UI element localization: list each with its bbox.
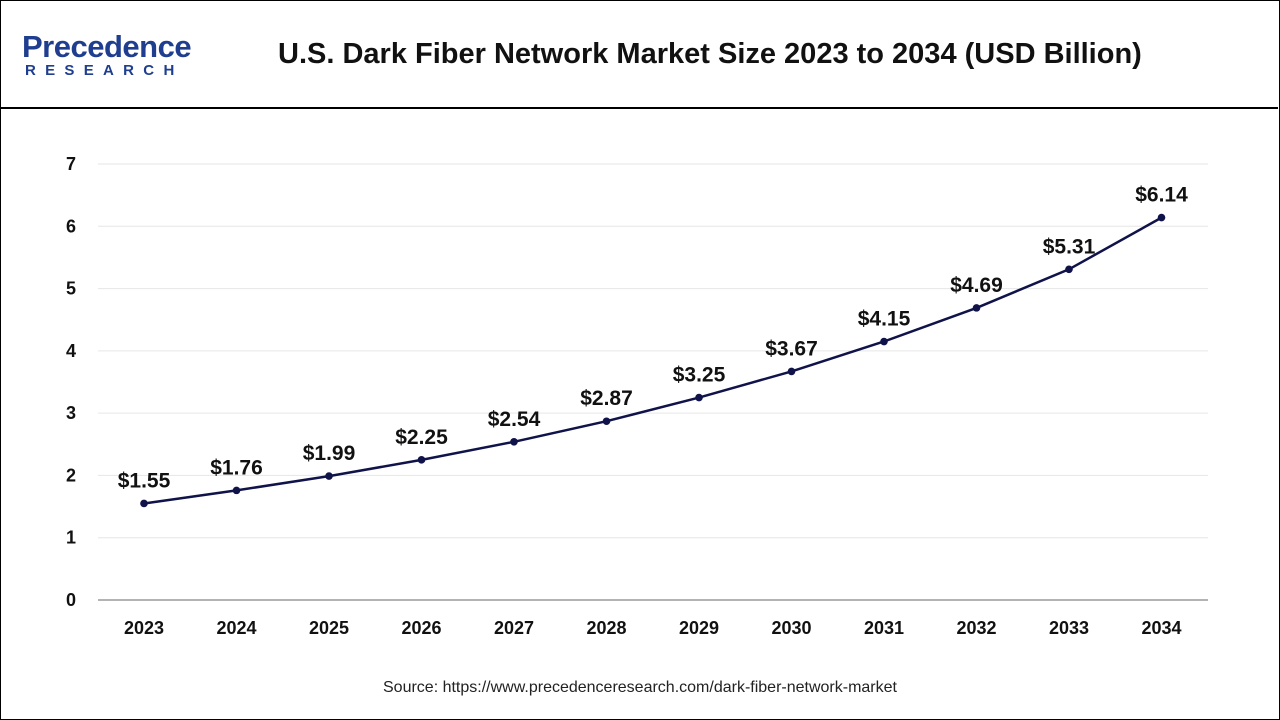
chart-title: U.S. Dark Fiber Network Market Size 2023… (278, 38, 1142, 70)
data-point (602, 417, 611, 426)
data-point (787, 367, 796, 376)
y-tick-label: 0 (66, 590, 76, 610)
x-tick-label: 2033 (1049, 618, 1089, 638)
data-label: $3.67 (765, 337, 818, 360)
data-label: $6.14 (1135, 184, 1188, 207)
data-point (417, 456, 426, 464)
data-label: $2.25 (395, 426, 448, 449)
x-tick-label: 2024 (216, 618, 256, 638)
line-chart: 0 1 2 3 4 5 6 7 2023 2024 2025 2026 2027 2028 2029 203… (66, 154, 1208, 638)
x-tick-label: 2034 (1141, 618, 1181, 638)
x-tick-label: 2023 (124, 618, 164, 638)
brand-logo: Precedence RESEARCH (22, 30, 222, 82)
y-tick-label: 6 (66, 216, 76, 236)
x-axis-ticks: 2023 2024 2025 2026 2027 2028 2029 2030 2031 2032… (124, 618, 1182, 638)
data-point (695, 393, 703, 402)
y-tick-label: 4 (66, 341, 76, 361)
data-label: $4.15 (858, 308, 911, 331)
source-note: Source: https://www.precedenceresearch.c… (383, 679, 897, 696)
data-label: $1.99 (303, 442, 356, 465)
data-label: $2.87 (580, 387, 633, 410)
data-label: $4.69 (950, 274, 1003, 297)
logo-wordmark: Precedence (22, 29, 192, 64)
logo-subtitle: RESEARCH (25, 62, 184, 79)
x-tick-label: 2026 (401, 618, 441, 638)
x-tick-label: 2032 (956, 618, 996, 638)
x-tick-label: 2031 (864, 618, 904, 638)
data-point (232, 486, 241, 495)
series-line (143, 216, 1163, 505)
y-tick-label: 5 (66, 279, 76, 299)
data-point (140, 499, 148, 508)
y-tick-label: 3 (66, 403, 76, 423)
x-tick-label: 2030 (771, 618, 811, 638)
data-point (972, 304, 981, 312)
data-point (1157, 213, 1166, 222)
gridlines (98, 163, 1208, 539)
x-tick-label: 2027 (494, 618, 534, 638)
y-tick-label: 2 (66, 465, 76, 485)
data-label: $2.54 (488, 408, 541, 431)
data-point (510, 437, 518, 446)
data-labels: $1.55 $1.76 $1.99 $2.25 $2.54 $2.87 $3.25 $3.67… (118, 184, 1188, 493)
data-label: $3.25 (673, 364, 726, 387)
data-points (140, 213, 1166, 508)
data-label: $1.76 (210, 456, 263, 479)
data-point (1065, 265, 1073, 274)
data-label: $5.31 (1043, 235, 1096, 258)
y-tick-label: 1 (66, 528, 76, 548)
data-point (325, 472, 333, 480)
data-label: $1.55 (118, 469, 171, 492)
y-tick-label: 7 (66, 154, 76, 174)
x-tick-label: 2028 (586, 618, 626, 638)
x-tick-label: 2029 (679, 618, 719, 638)
y-axis-ticks: 0 1 2 3 4 5 6 7 (66, 154, 76, 610)
data-point (880, 337, 888, 346)
x-tick-label: 2025 (309, 618, 349, 638)
header: Precedence RESEARCH U.S. Dark Fiber Netw… (0, 0, 1278, 109)
